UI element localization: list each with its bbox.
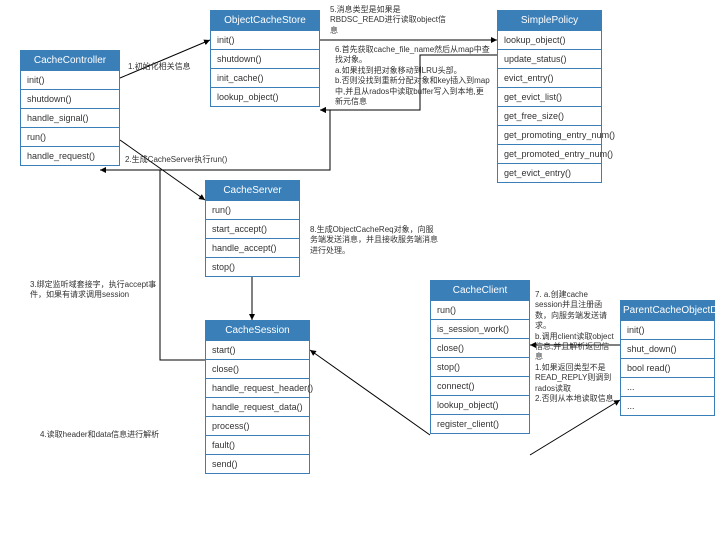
- method: init(): [21, 70, 119, 89]
- annotation-8: 8.生成ObjectCacheReq对象，向服务端发送消息，并且接收服务端消息进…: [310, 225, 440, 256]
- annotation-2: 2.生成CacheServer执行run(): [125, 155, 265, 165]
- method: fault(): [206, 435, 309, 454]
- method: shutdown(): [21, 89, 119, 108]
- class-title: ObjectCacheStore: [211, 11, 319, 30]
- method: close(): [431, 338, 529, 357]
- method: update_status(): [498, 49, 601, 68]
- class-title: CacheSession: [206, 321, 309, 340]
- annotation-7: 7. a.创建cache session并且注册函数，向服务端发送请求。 b.调…: [535, 290, 617, 404]
- method: init(): [211, 30, 319, 49]
- class-title: CacheClient: [431, 281, 529, 300]
- method: handle_request_data(): [206, 397, 309, 416]
- class-cache-server: CacheServer run() start_accept() handle_…: [205, 180, 300, 277]
- method: handle_request_header(): [206, 378, 309, 397]
- method: get_free_size(): [498, 106, 601, 125]
- method: close(): [206, 359, 309, 378]
- method: process(): [206, 416, 309, 435]
- method: shutdown(): [211, 49, 319, 68]
- annotation-4: 4.读取header和data信息进行解析: [40, 430, 200, 440]
- method: ...: [621, 377, 714, 396]
- method: start_accept(): [206, 219, 299, 238]
- class-object-cache-store: ObjectCacheStore init() shutdown() init_…: [210, 10, 320, 107]
- method: init_cache(): [211, 68, 319, 87]
- class-cache-session: CacheSession start() close() handle_requ…: [205, 320, 310, 474]
- method: send(): [206, 454, 309, 473]
- method: get_evict_list(): [498, 87, 601, 106]
- method: evict_entry(): [498, 68, 601, 87]
- method: lookup_object(): [431, 395, 529, 414]
- method: lookup_object(): [211, 87, 319, 106]
- class-parent-cache-object-dispatch: ParentCacheObjectDispatch init() shut_do…: [620, 300, 715, 416]
- method: register_client(): [431, 414, 529, 433]
- method: connect(): [431, 376, 529, 395]
- method: get_promoting_entry_num(): [498, 125, 601, 144]
- method: stop(): [206, 257, 299, 276]
- class-title: CacheServer: [206, 181, 299, 200]
- class-cache-controller: CacheController init() shutdown() handle…: [20, 50, 120, 166]
- method: stop(): [431, 357, 529, 376]
- method: run(): [206, 200, 299, 219]
- method: is_session_work(): [431, 319, 529, 338]
- method: handle_signal(): [21, 108, 119, 127]
- method: lookup_object(): [498, 30, 601, 49]
- class-title: ParentCacheObjectDispatch: [621, 301, 714, 320]
- class-title: SimplePolicy: [498, 11, 601, 30]
- class-cache-client: CacheClient run() is_session_work() clos…: [430, 280, 530, 434]
- method: start(): [206, 340, 309, 359]
- method: get_promoted_entry_num(): [498, 144, 601, 163]
- annotation-6: 6.首先获取cache_file_name然后从map中查找对象。 a.如果找到…: [335, 45, 490, 107]
- method: shut_down(): [621, 339, 714, 358]
- class-title: CacheController: [21, 51, 119, 70]
- method: bool read(): [621, 358, 714, 377]
- annotation-3: 3.绑定监听域套接字，执行accept事件，如果有请求调用session: [30, 280, 160, 301]
- method: ...: [621, 396, 714, 415]
- method: run(): [431, 300, 529, 319]
- annotation-1: 1.初始化相关信息: [128, 62, 208, 72]
- annotation-5: 5.消息类型是如果是RBDSC_READ进行读取object信息: [330, 5, 450, 36]
- method: run(): [21, 127, 119, 146]
- method: get_evict_entry(): [498, 163, 601, 182]
- class-simple-policy: SimplePolicy lookup_object() update_stat…: [497, 10, 602, 183]
- method: handle_accept(): [206, 238, 299, 257]
- method: init(): [621, 320, 714, 339]
- method: handle_request(): [21, 146, 119, 165]
